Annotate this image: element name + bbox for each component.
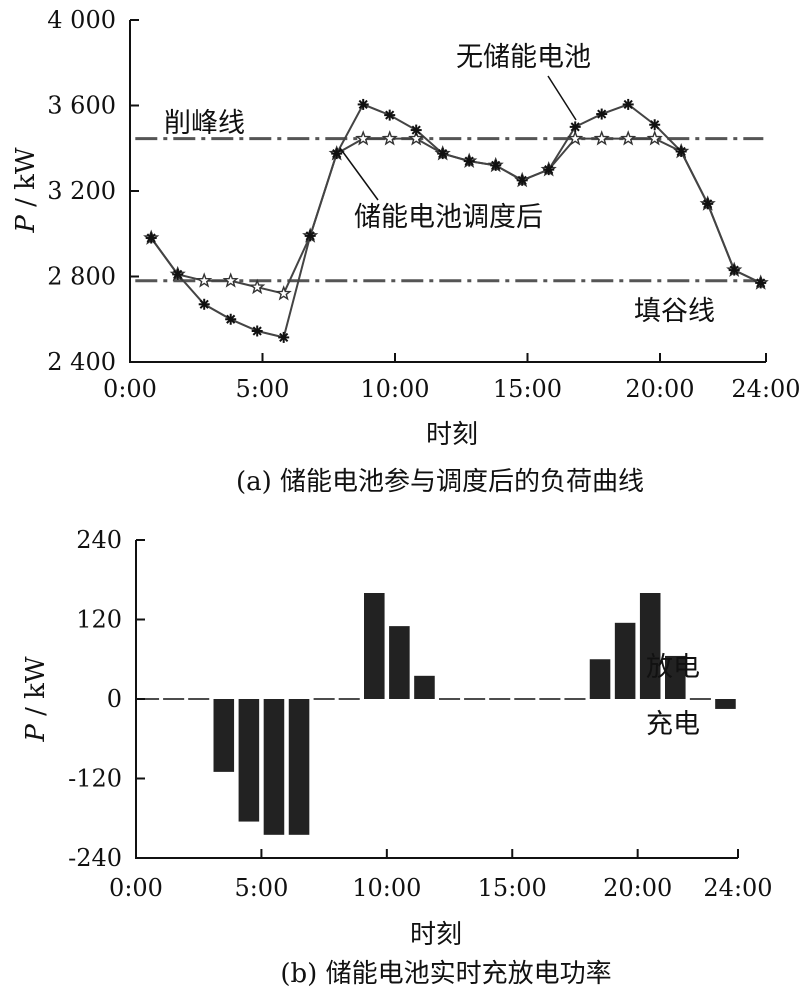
chart-b-y-tick-label: -240: [68, 844, 122, 872]
chart-a-y-tick-label: 2 400: [47, 348, 116, 376]
chart-b: -240 -120 0 120 240 0:00 5:00 10:00 15:00 20:00 24…: [21, 526, 773, 989]
data-point-no-storage: [437, 148, 449, 160]
data-point-no-storage: [331, 148, 343, 160]
chart-b-caption: (b) 储能电池实时充放电功率: [280, 959, 611, 989]
bar-charge: [213, 699, 235, 772]
bar-discharge: [364, 593, 385, 699]
bar-charge: [288, 699, 310, 835]
data-point-no-storage: [304, 230, 316, 242]
chart-b-x-tick-label: 0:00: [109, 874, 163, 902]
chart-a-x-axis-label: 时刻: [426, 420, 478, 450]
bar-charge: [715, 699, 736, 709]
data-point-no-storage: [251, 325, 263, 337]
data-point-with-storage: [381, 130, 398, 146]
leader-series-with-storage: [339, 147, 379, 201]
chart-a-ticks: 2 400 2 800 3 200 3 600 4 000 0:00 5:00 10:00 15…: [47, 6, 800, 403]
chart-a-y-tick-label: 3 600: [47, 92, 116, 120]
bar-charge: [263, 699, 285, 835]
label-series-with-storage: 储能电池调度后: [354, 202, 543, 233]
chart-a-y-tick-label: 2 800: [47, 263, 116, 291]
label-discharge: 放电: [646, 652, 700, 683]
data-point-no-storage: [145, 232, 157, 244]
chart-b-y-tick-label: 120: [76, 606, 122, 634]
chart-b-x-tick-label: 24:00: [703, 874, 772, 902]
data-point-with-storage: [355, 130, 372, 146]
data-point-no-storage: [463, 155, 475, 167]
data-point-no-storage: [225, 313, 237, 325]
data-point-with-storage: [620, 130, 637, 146]
label-series-no-storage: 无储能电池: [456, 42, 591, 73]
chart-b-y-tick-label: -120: [68, 765, 122, 793]
data-point-no-storage: [755, 277, 767, 289]
data-point-no-storage: [172, 268, 184, 280]
leader-series-no-storage: [547, 75, 577, 121]
bar-discharge: [639, 593, 661, 699]
data-point-with-storage: [196, 272, 213, 288]
bar-discharge: [389, 626, 410, 699]
chart-a-y-axis-label: P / kW: [11, 147, 41, 234]
chart-b-x-axis-label: 时刻: [410, 920, 462, 950]
data-point-no-storage: [357, 98, 369, 110]
data-point-with-storage: [646, 130, 663, 146]
chart-a-y-tick-label: 3 200: [47, 177, 116, 205]
data-point-no-storage: [675, 145, 687, 157]
bar-discharge: [589, 659, 611, 699]
label-valley-filling-line: 填谷线: [634, 296, 715, 327]
data-point-no-storage: [728, 264, 740, 276]
bar-charge: [238, 699, 260, 822]
data-point-no-storage: [702, 198, 714, 210]
chart-a-x-tick-label: 10:00: [360, 375, 429, 403]
data-point-no-storage: [410, 124, 422, 136]
data-point-no-storage: [278, 331, 290, 343]
chart-b-ticks: -240 -120 0 120 240 0:00 5:00 10:00 15:00 20:00 24…: [68, 526, 773, 902]
bar-discharge: [614, 622, 636, 699]
chart-b-x-tick-label: 15:00: [478, 874, 547, 902]
chart-b-x-tick-label: 20:00: [603, 874, 672, 902]
data-point-with-storage: [249, 278, 266, 295]
data-point-no-storage: [622, 98, 634, 110]
chart-a-x-tick-label: 0:00: [103, 375, 157, 403]
chart-b-bars: [213, 593, 736, 835]
data-point-no-storage: [516, 174, 528, 186]
data-point-with-storage: [567, 130, 584, 146]
data-point-no-storage: [490, 159, 502, 171]
data-point-no-storage: [384, 109, 396, 121]
chart-b-y-axis-label: P / kW: [21, 656, 51, 743]
chart-b-y-tick-label: 240: [76, 526, 122, 554]
chart-a: 2 400 2 800 3 200 3 600 4 000 0:00 5:00 10:00 15…: [11, 6, 800, 497]
label-peak-shaving-line: 削峰线: [164, 108, 245, 139]
chart-a-x-tick-label: 15:00: [493, 375, 562, 403]
label-charge: 充电: [646, 709, 700, 740]
data-point-with-storage: [222, 272, 239, 288]
data-point-no-storage: [569, 121, 581, 133]
chart-b-x-tick-label: 10:00: [352, 874, 421, 902]
data-point-with-storage: [593, 130, 610, 146]
chart-a-caption: (a) 储能电池参与调度后的负荷曲线: [236, 467, 644, 497]
data-point-with-storage: [275, 285, 292, 301]
chart-a-x-tick-label: 20:00: [625, 375, 694, 403]
bar-discharge: [414, 675, 435, 699]
chart-b-y-tick-label: 0: [107, 685, 122, 713]
data-point-no-storage: [649, 119, 661, 131]
data-point-no-storage: [596, 108, 608, 120]
chart-a-y-tick-label: 4 000: [47, 6, 116, 34]
bar-discharge: [665, 655, 686, 699]
chart-a-series: [143, 98, 769, 343]
chart-a-x-tick-label: 5:00: [236, 375, 290, 403]
chart-a-x-tick-label: 24:00: [731, 375, 800, 403]
data-point-with-storage: [408, 130, 425, 146]
chart-b-x-tick-label: 5:00: [234, 874, 288, 902]
data-point-no-storage: [198, 298, 210, 310]
data-point-no-storage: [543, 164, 555, 176]
